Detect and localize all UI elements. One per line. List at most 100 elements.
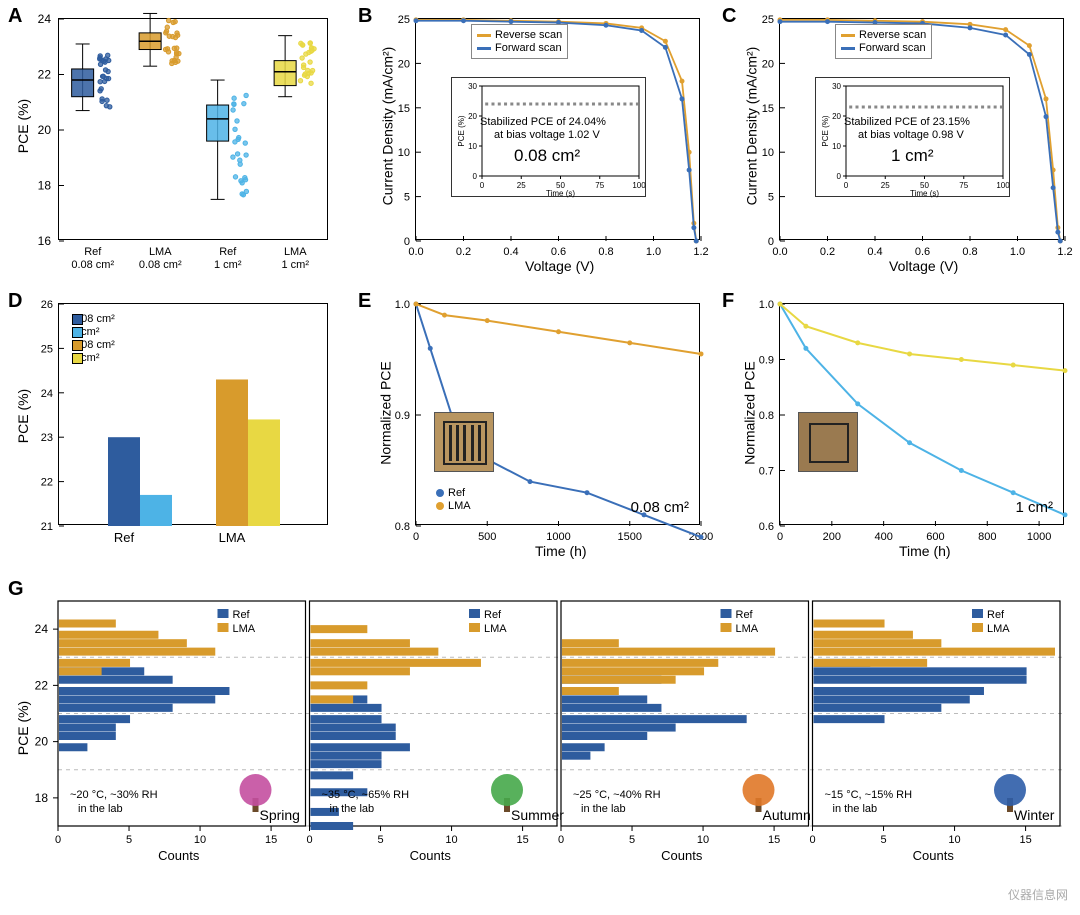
legend-e-lma-label: LMA xyxy=(448,500,471,512)
swatch-icon xyxy=(72,353,83,364)
svg-text:0.6: 0.6 xyxy=(759,521,774,533)
swatch-icon xyxy=(72,314,83,325)
svg-text:1000: 1000 xyxy=(1027,531,1051,543)
svg-text:0.7: 0.7 xyxy=(759,466,774,478)
svg-text:0.6: 0.6 xyxy=(551,246,566,258)
svg-text:20: 20 xyxy=(35,735,49,749)
svg-text:0.6: 0.6 xyxy=(915,246,930,258)
svg-text:0.2: 0.2 xyxy=(820,246,835,258)
svg-text:0: 0 xyxy=(844,181,849,190)
svg-text:20: 20 xyxy=(398,58,410,70)
panel-b-xlabel: Voltage (V) xyxy=(525,258,594,274)
svg-text:0: 0 xyxy=(837,172,842,181)
svg-text:Ref: Ref xyxy=(484,609,502,621)
svg-text:75: 75 xyxy=(959,181,968,190)
panel-a-ylabel: PCE (%) xyxy=(15,99,31,153)
svg-text:24: 24 xyxy=(41,388,53,400)
swatch-icon xyxy=(841,47,855,50)
svg-text:21: 21 xyxy=(41,521,53,533)
device-photo-small xyxy=(434,412,494,472)
legend-d-1: 0.08 cm² xyxy=(72,313,115,325)
svg-text:Ref: Ref xyxy=(736,609,754,621)
svg-text:0.9: 0.9 xyxy=(395,410,410,422)
svg-text:10: 10 xyxy=(832,142,841,151)
svg-text:26: 26 xyxy=(41,299,53,311)
svg-text:PCE (%): PCE (%) xyxy=(457,115,466,146)
panel-e-legend: Ref LMA xyxy=(431,483,476,516)
svg-text:0.8: 0.8 xyxy=(598,246,613,258)
svg-text:10: 10 xyxy=(398,147,410,159)
svg-text:0.9: 0.9 xyxy=(759,355,774,367)
svg-text:Autumn: Autumn xyxy=(763,807,811,823)
svg-text:1.0: 1.0 xyxy=(646,246,661,258)
swatch-icon xyxy=(72,340,83,351)
svg-text:18: 18 xyxy=(38,179,52,193)
svg-text:0.0: 0.0 xyxy=(408,246,423,258)
legend-e-lma: LMA xyxy=(436,500,471,512)
legend-item-reverse: Reverse scan xyxy=(477,29,562,41)
svg-text:0.8: 0.8 xyxy=(395,521,410,533)
svg-text:15: 15 xyxy=(516,834,528,846)
svg-text:Counts: Counts xyxy=(913,848,955,863)
svg-text:200: 200 xyxy=(823,531,841,543)
inset-b-area: 0.08 cm² xyxy=(514,146,580,166)
panel-d-ylabel: PCE (%) xyxy=(15,389,31,443)
legend-item-reverse-c: Reverse scan xyxy=(841,29,926,41)
svg-text:in the lab: in the lab xyxy=(78,803,123,815)
svg-text:0: 0 xyxy=(55,834,61,846)
panel-g-label: G xyxy=(8,578,24,601)
svg-text:LMA: LMA xyxy=(987,623,1010,635)
panel-g-chart: 18202224051015CountsRefLMA~20 °C, ~30% R… xyxy=(58,591,1064,866)
svg-text:10: 10 xyxy=(762,147,774,159)
swatch-icon xyxy=(477,47,491,50)
inset-c-area: 1 cm² xyxy=(891,146,934,166)
device-photo-large xyxy=(798,412,858,472)
panel-e-area: 0.08 cm² xyxy=(631,499,689,516)
svg-text:0.08 cm²: 0.08 cm² xyxy=(71,259,114,271)
svg-text:Time (s): Time (s) xyxy=(546,189,575,198)
panel-a-svg: 1618202224Ref0.08 cm²LMA0.08 cm²Ref1 cm²… xyxy=(59,19,329,241)
panel-c-inset: 02550751000102030PCE (%)Time (s) Stabili… xyxy=(815,77,1010,197)
svg-text:Summer: Summer xyxy=(511,807,564,823)
svg-text:Ref: Ref xyxy=(233,609,251,621)
svg-text:in the lab: in the lab xyxy=(833,803,878,815)
svg-text:0.4: 0.4 xyxy=(867,246,882,258)
svg-text:0: 0 xyxy=(768,236,774,248)
svg-text:25: 25 xyxy=(41,343,53,355)
svg-text:18: 18 xyxy=(35,791,49,805)
svg-text:30: 30 xyxy=(832,82,841,91)
svg-text:15: 15 xyxy=(762,103,774,115)
svg-text:1 cm²: 1 cm² xyxy=(282,259,310,271)
svg-text:5: 5 xyxy=(377,834,383,846)
svg-text:5: 5 xyxy=(126,834,132,846)
svg-text:0: 0 xyxy=(558,834,564,846)
legend-e-ref: Ref xyxy=(436,487,471,499)
panel-g-svg: 18202224051015CountsRefLMA~20 °C, ~30% R… xyxy=(58,591,1064,866)
panel-f-chart: 020040060080010000.60.70.80.91.0 1 cm² xyxy=(779,303,1064,525)
svg-text:10: 10 xyxy=(697,834,709,846)
svg-text:0.2: 0.2 xyxy=(456,246,471,258)
svg-text:LMA: LMA xyxy=(284,246,307,258)
svg-text:Ref: Ref xyxy=(987,609,1005,621)
svg-text:Counts: Counts xyxy=(158,848,200,863)
svg-text:22: 22 xyxy=(38,68,52,82)
svg-text:1.2: 1.2 xyxy=(1057,246,1072,258)
svg-text:1000: 1000 xyxy=(546,531,570,543)
svg-text:0: 0 xyxy=(480,181,485,190)
svg-text:LMA: LMA xyxy=(149,246,172,258)
swatch-icon xyxy=(477,34,491,37)
svg-text:1.0: 1.0 xyxy=(759,299,774,311)
inset-b-text1: Stabilized PCE of 24.04% xyxy=(480,116,606,128)
svg-text:1.0: 1.0 xyxy=(1010,246,1025,258)
svg-text:16: 16 xyxy=(38,234,52,248)
svg-text:Winter: Winter xyxy=(1014,807,1055,823)
legend-e-ref-label: Ref xyxy=(448,487,465,499)
svg-text:23: 23 xyxy=(41,432,53,444)
legend-reverse-c-label: Reverse scan xyxy=(859,29,926,41)
svg-text:Counts: Counts xyxy=(661,848,703,863)
svg-text:20: 20 xyxy=(762,58,774,70)
panel-c-label: C xyxy=(722,5,736,28)
svg-text:~25 °C, ~40% RH: ~25 °C, ~40% RH xyxy=(573,789,661,801)
panel-e-xlabel: Time (h) xyxy=(535,543,587,559)
panel-b-label: B xyxy=(358,5,372,28)
